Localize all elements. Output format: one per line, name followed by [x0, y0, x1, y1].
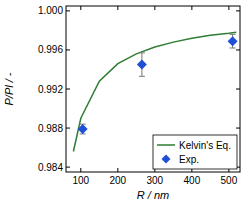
chart: 100 200 300 400 500 0.984 0.988 0.992 0.996 1.000…: [0, 0, 247, 207]
y-tick-label: 0.992: [38, 84, 63, 95]
legend-label: Kelvin's Eq.: [179, 140, 231, 151]
x-tick: [117, 168, 118, 172]
x-tick-label: 200: [109, 175, 126, 186]
x-tick: [154, 6, 155, 10]
plot-area: [73, 32, 237, 151]
legend: Kelvin's Eq. Exp.: [153, 135, 237, 169]
y-tick-label: 0.996: [38, 44, 63, 55]
x-axis-label: R / nm: [137, 189, 169, 201]
y-tick-label: 0.988: [38, 123, 63, 134]
y-tick: [236, 10, 240, 11]
y-tick: [66, 49, 70, 50]
kelvin-line: [73, 32, 236, 151]
x-tick: [80, 6, 81, 10]
y-tick: [66, 10, 70, 11]
legend-label: Exp.: [179, 154, 199, 165]
plot-frame: [66, 6, 240, 172]
x-tick: [228, 6, 229, 10]
legend-line: [157, 144, 175, 146]
legend-marker: [162, 155, 171, 164]
y-axis-label: P/Pl / -: [3, 72, 15, 105]
y-tick: [236, 49, 240, 50]
exp-point: [78, 124, 88, 134]
y-tick: [66, 167, 70, 168]
y-tick: [236, 128, 240, 129]
x-tick: [80, 168, 81, 172]
x-tick-label: 400: [184, 175, 201, 186]
exp-point: [137, 60, 147, 70]
x-tick: [117, 6, 118, 10]
y-tick: [236, 89, 240, 90]
y-tick: [66, 128, 70, 129]
x-tick-label: 500: [221, 175, 238, 186]
y-tick-label: 0.984: [38, 162, 63, 173]
exp-point: [228, 36, 238, 46]
x-tick: [191, 6, 192, 10]
legend-box: [153, 135, 237, 169]
x-tick-label: 100: [72, 175, 89, 186]
y-tick-label: 1.000: [38, 5, 63, 16]
y-tick: [66, 89, 70, 90]
x-tick-label: 300: [147, 175, 164, 186]
